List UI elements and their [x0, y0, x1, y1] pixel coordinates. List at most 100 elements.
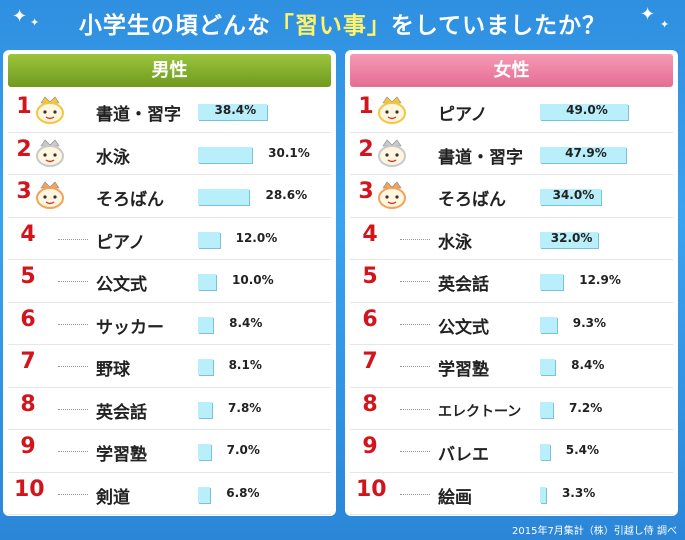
value-label: 7.0%: [226, 443, 260, 457]
rank-number: 7: [20, 349, 36, 374]
ranking-row: 6 サッカー 8.4%: [8, 303, 331, 345]
category-label: 英会話: [438, 275, 489, 295]
crown-face-icon: [32, 139, 68, 169]
value-bar: [540, 486, 546, 503]
dotted-leader: [400, 238, 430, 240]
category-label: 英会話: [96, 402, 147, 423]
category-label: 学習塾: [438, 360, 489, 380]
value-label: 12.9%: [579, 273, 621, 287]
title-prefix: 小学生の頃どんな: [78, 13, 271, 39]
crown-face-icon: [374, 139, 410, 169]
ranking-row: 1 書道・習字 38.4%: [8, 90, 331, 133]
title-suffix: をしていましたか？: [390, 13, 607, 39]
ranking-row: 2 水泳 30.1%: [8, 133, 331, 175]
value-bar: [198, 104, 268, 120]
female-header: 女性: [350, 54, 673, 87]
value-label: 49.0%: [566, 103, 608, 117]
ranking-row: 4 水泳 32.0%: [350, 218, 673, 260]
dotted-leader: [400, 451, 430, 452]
category-label: ピアノ: [96, 232, 146, 253]
rank-number: 3: [16, 179, 32, 204]
rank-number: 7: [362, 349, 378, 374]
dotted-leader: [58, 323, 88, 325]
value-label: 7.2%: [568, 400, 603, 415]
value-label: 38.4%: [214, 103, 257, 117]
value-bar: [198, 231, 220, 248]
category-label: 剣道: [96, 487, 130, 508]
dotted-leader: [58, 451, 88, 452]
page-title: 小学生の頃どんな「習い事」をしていましたか？: [0, 6, 685, 40]
male-panel: 男性 1 書道・習字 38.4% 2 水泳 30.1% 3 そろばん 28.6% 4 ピアノ 12.0…: [3, 50, 336, 516]
value-label: 8.4%: [571, 358, 605, 372]
value-bar: [198, 486, 211, 503]
female-ranking-list: 1 ピアノ 49.0% 2 書道・習字 47.9% 3 そろばん 34.0% 4 水泳 32.0% 5 英…: [350, 90, 673, 515]
ranking-row: 8 英会話 7.8%: [8, 388, 331, 430]
value-label: 7.8%: [228, 400, 262, 415]
crown-face-icon: [32, 181, 68, 211]
ranking-row: 9 学習塾 7.0%: [8, 430, 331, 473]
category-label: そろばん: [96, 190, 164, 210]
ranking-row: 10 絵画 3.3%: [350, 473, 673, 515]
female-panel: 女性 1 ピアノ 49.0% 2 書道・習字 47.9% 3 そろばん 34.0% 4 水泳 32.0…: [345, 50, 678, 516]
value-label: 32.0%: [550, 230, 593, 245]
category-label: エレクトーン: [438, 403, 522, 420]
ranking-row: 7 野球 8.1%: [8, 345, 331, 388]
rank-number: 1: [358, 94, 374, 119]
rank-number: 2: [16, 136, 32, 162]
ranking-row: 6 公文式 9.3%: [350, 303, 673, 345]
ranking-row: 8 エレクトーン 7.2%: [350, 388, 673, 430]
ranking-row: 4 ピアノ 12.0%: [8, 218, 331, 260]
value-label: 47.9%: [565, 145, 607, 160]
value-bar: [540, 146, 627, 163]
value-bar: [198, 146, 253, 163]
sparkle-icon: ✦: [12, 6, 28, 27]
sparkle-icon: ✦: [640, 4, 656, 25]
value-bar: [198, 401, 213, 418]
value-bar: [540, 104, 629, 120]
dotted-leader: [58, 366, 88, 367]
dotted-leader: [400, 366, 430, 367]
value-label: 8.4%: [229, 315, 263, 330]
category-label: バレエ: [438, 445, 489, 465]
value-bar: [540, 359, 556, 375]
title-bar: ✦ ✦ ✦ ✦ 小学生の頃どんな「習い事」をしていましたか？: [0, 0, 685, 46]
value-label: 5.4%: [565, 443, 599, 457]
value-bar: [540, 401, 553, 418]
category-label: 書道・習字: [438, 147, 523, 168]
value-label: 12.0%: [235, 230, 278, 245]
value-bar: [198, 316, 214, 333]
dotted-leader: [58, 493, 88, 495]
category-label: 公文式: [438, 317, 489, 338]
ranking-row: 10 剣道 6.8%: [8, 473, 331, 515]
rank-number: 9: [362, 434, 378, 459]
category-label: そろばん: [438, 190, 506, 210]
rank-number: 8: [362, 391, 378, 417]
ranking-row: 1 ピアノ 49.0%: [350, 90, 673, 133]
male-header: 男性: [8, 54, 331, 87]
rank-number: 8: [20, 391, 36, 417]
ranking-row: 3 そろばん 28.6%: [8, 175, 331, 218]
ranking-row: 5 公文式 10.0%: [8, 260, 331, 303]
category-label: ピアノ: [438, 105, 488, 125]
ranking-row: 9 バレエ 5.4%: [350, 430, 673, 473]
sparkle-icon: ✦: [30, 16, 40, 29]
category-label: 絵画: [438, 487, 472, 508]
sparkle-icon: ✦: [660, 18, 670, 31]
dotted-leader: [400, 408, 430, 410]
dotted-leader: [58, 238, 88, 240]
dotted-leader: [58, 408, 88, 410]
male-ranking-list: 1 書道・習字 38.4% 2 水泳 30.1% 3 そろばん 28.6% 4 ピアノ 12.0% 5 公…: [8, 90, 331, 515]
ranking-row: 2 書道・習字 47.9%: [350, 133, 673, 175]
value-bar: [198, 359, 213, 375]
rank-number: 9: [20, 434, 36, 459]
ranking-row: 5 英会話 12.9%: [350, 260, 673, 303]
value-label: 9.3%: [572, 315, 607, 330]
value-bar: [540, 444, 550, 460]
value-bar: [540, 189, 602, 205]
rank-number: 5: [20, 264, 36, 289]
dotted-leader: [400, 281, 430, 282]
dotted-leader: [400, 323, 430, 325]
category-label: 水泳: [96, 147, 130, 168]
category-label: サッカー: [96, 317, 164, 338]
